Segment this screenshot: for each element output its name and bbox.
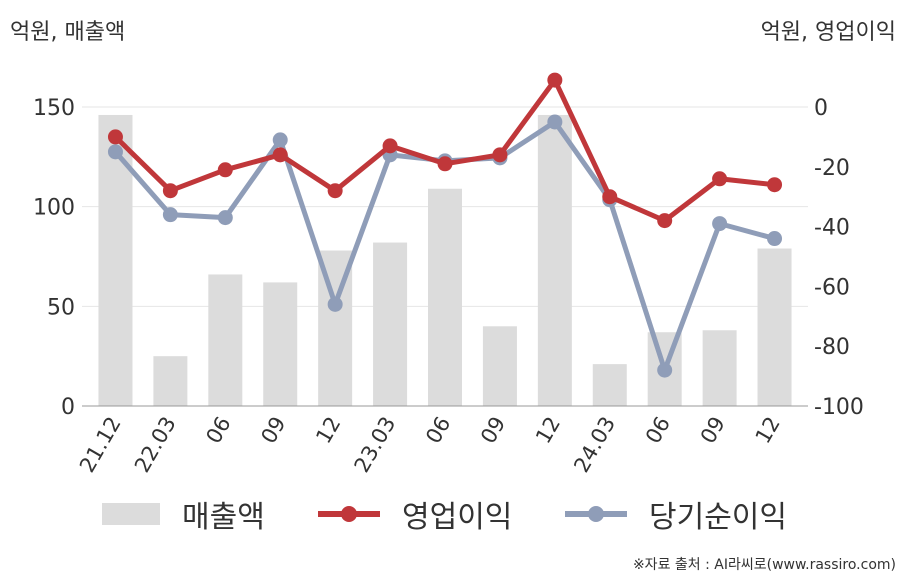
x-tick-label: 09	[696, 413, 730, 448]
x-tick-label: 12	[311, 413, 345, 448]
net-income-point	[107, 144, 123, 160]
left-tick-label: 150	[33, 96, 75, 121]
revenue-bar	[208, 274, 243, 406]
legend-label-operating-profit: 영업이익	[402, 500, 513, 535]
net-income-point	[767, 231, 783, 247]
net-income-point	[547, 114, 563, 130]
revenue-bar	[263, 282, 298, 406]
series-lines	[107, 72, 783, 378]
x-tick-label: 24.03	[569, 413, 620, 477]
legend-item-net-income: 당기순이익	[565, 492, 787, 536]
x-tick-label: 22.03	[130, 413, 181, 477]
operating-profit-point	[437, 156, 453, 172]
revenue-bar	[702, 330, 737, 406]
x-tick-label: 12	[751, 413, 785, 448]
operating-profit-point	[162, 183, 178, 199]
left-tick-label: 50	[47, 295, 75, 320]
right-tick-label: -40	[814, 216, 850, 241]
x-tick-label: 06	[201, 413, 235, 448]
revenue-bar	[757, 248, 792, 406]
legend-label-net-income: 당기순이익	[649, 500, 787, 535]
legend-swatch-revenue	[102, 503, 160, 525]
revenue-bar	[153, 356, 188, 406]
x-tick-label: 09	[256, 413, 290, 448]
right-tick-label: -100	[814, 395, 864, 420]
operating-profit-point	[547, 72, 563, 88]
net-income-point	[272, 132, 288, 148]
left-tick-label: 100	[33, 196, 75, 221]
x-tick-label: 06	[421, 413, 455, 448]
net-income-point	[657, 362, 673, 378]
right-axis-unit-label: 억원, 영업이익	[760, 20, 896, 45]
left-axis-unit-label: 억원, 매출액	[10, 20, 126, 45]
legend-swatch-operating-profit	[318, 503, 380, 525]
legend-swatch-net-income	[565, 503, 627, 525]
operating-profit-point	[767, 177, 783, 193]
legend-item-operating-profit: 영업이익	[318, 492, 512, 536]
operating-profit-point	[382, 138, 398, 154]
operating-profit-point	[712, 171, 728, 187]
x-tick-label: 12	[531, 413, 565, 448]
operating-profit-point	[657, 213, 673, 229]
revenue-bar	[482, 326, 517, 406]
operating-profit-point	[492, 147, 508, 163]
x-tick-label: 21.12	[75, 413, 126, 477]
operating-profit-point	[217, 162, 233, 178]
right-tick-label: -20	[814, 156, 850, 181]
x-tick-label: 23.03	[350, 413, 401, 477]
net-income-point	[217, 210, 233, 226]
net-income-point	[712, 216, 728, 232]
legend-label-revenue: 매출액	[182, 500, 265, 535]
revenue-bar	[537, 114, 572, 407]
right-tick-label: 0	[814, 96, 828, 121]
right-tick-label: -80	[814, 335, 850, 360]
source-credit: ※자료 출처 : AI라씨로(www.rassiro.com)	[632, 557, 896, 573]
left-tick-label: 0	[61, 395, 75, 420]
x-tick-label: 09	[476, 413, 510, 448]
x-tick-label: 06	[641, 413, 675, 448]
operating-profit-point	[327, 183, 343, 199]
operating-profit-point	[107, 129, 123, 145]
right-tick-label: -60	[814, 275, 850, 300]
revenue-bar	[428, 188, 462, 406]
net-income-point	[327, 296, 343, 312]
revenue-bar	[373, 242, 408, 406]
net-income-point	[162, 207, 178, 223]
revenue-bar	[592, 364, 627, 406]
legend-item-revenue: 매출액	[102, 492, 265, 536]
legend: 매출액 영업이익 당기순이익	[0, 492, 908, 536]
operating-profit-point	[602, 189, 618, 205]
operating-profit-point	[272, 147, 288, 163]
